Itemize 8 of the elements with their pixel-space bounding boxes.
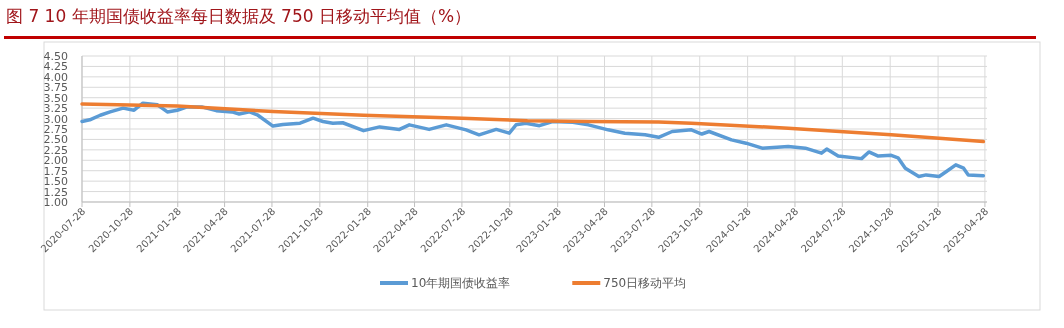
y-tick-label: 2.75 — [43, 123, 68, 136]
y-tick-label: 1.00 — [43, 196, 68, 209]
chart-title: 图 7 10 年期国债收益率每日数据及 750 日移动平均值（%） — [6, 6, 472, 26]
legend-label: 750日移动平均 — [603, 276, 687, 290]
legend-label: 10年期国债收益率 — [411, 276, 511, 290]
legend-item: 10年期国债收益率 — [380, 276, 511, 290]
y-tick-label: 4.50 — [43, 50, 68, 63]
legend-item: 750日移动平均 — [572, 276, 687, 290]
